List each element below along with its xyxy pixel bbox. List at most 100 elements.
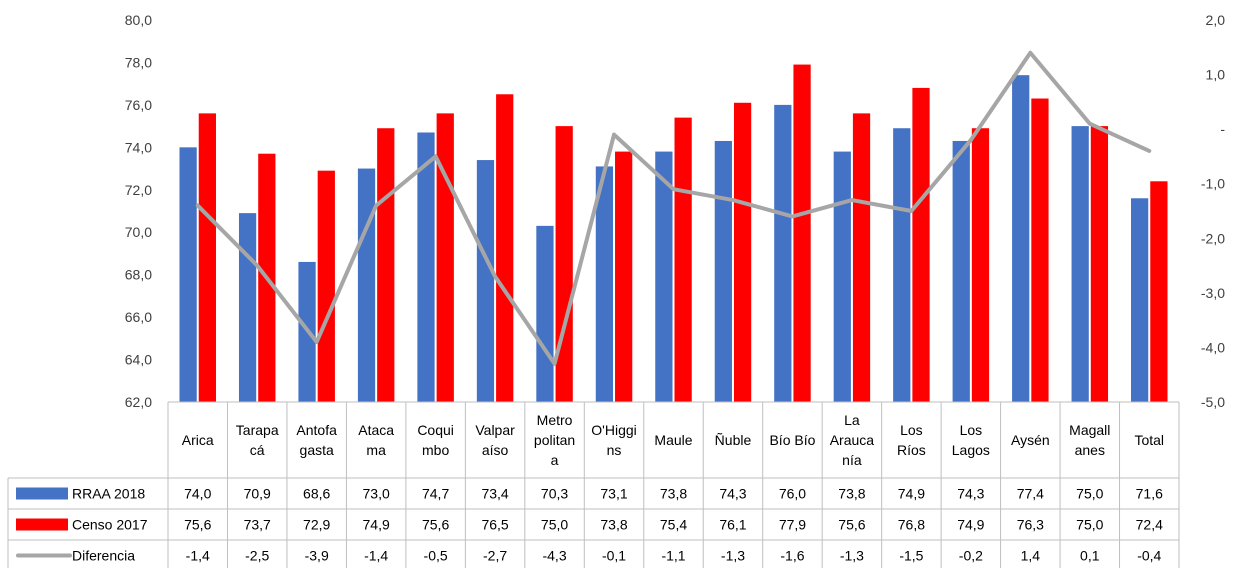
table-cell-value: -1,3 [721,548,745,564]
table-cell-value: -0,5 [424,548,448,564]
bar-censo-2017 [1150,181,1168,402]
bar-rraa-2018 [238,213,257,402]
bar-censo-2017 [555,126,573,402]
table-cell-value: 74,9 [957,517,984,533]
table-cell-value: 72,4 [1136,517,1163,533]
table-cell-value: 75,6 [838,517,865,533]
table-cell-value: 76,0 [779,486,806,502]
table-cell-value: -2,7 [483,548,507,564]
table-cell-value: -0,1 [602,548,626,564]
bar-rraa-2018 [1071,126,1089,402]
table-cell-value: 76,3 [1017,517,1044,533]
left-tick-label: 76,0 [125,97,152,113]
table-cell-value: 76,1 [719,517,746,533]
category-label: Ñuble [715,432,752,448]
bar-censo-2017 [1090,126,1109,402]
table-cell-value: 73,7 [244,517,271,533]
left-tick-label: 72,0 [125,182,152,198]
category-label: Coqui [417,422,454,438]
category-label: Los [900,422,923,438]
bar-censo-2017 [674,117,692,402]
bar-rraa-2018 [595,166,614,402]
table-cell-value: 75,6 [184,517,211,533]
bar-censo-2017 [496,94,514,403]
table-cell-value: 75,0 [1076,517,1103,533]
right-tick-label: 1,0 [1206,67,1226,83]
difference-line [195,50,1152,366]
table-cell-value: -1,5 [899,548,923,564]
table-cell-value: 73,8 [600,517,627,533]
category-label: Metro [537,412,573,428]
table-cell-value: 71,6 [1136,486,1163,502]
category-label: ns [607,442,622,458]
table-cell-value: 77,9 [779,517,806,533]
table-cell-value: -1,1 [661,548,685,564]
difference-series-line [195,50,1152,366]
bar-rraa-2018 [476,160,495,402]
category-label: aíso [482,442,509,458]
bar-rraa-2018 [774,104,792,402]
table-cell-value: 73,8 [838,486,865,502]
category-label: politan [534,432,575,448]
bar-censo-2017 [615,151,633,402]
bar-censo-2017 [971,128,990,402]
bar-rraa-2018 [357,168,376,402]
table-cell-value: -1,3 [840,548,864,564]
bar-censo-2017 [912,87,930,403]
left-tick-label: 70,0 [125,224,152,240]
right-tick-label: -2,0 [1201,230,1225,246]
category-label: Valpar [475,422,515,438]
table-cell-value: 70,3 [541,486,568,502]
category-label: gasta [300,442,334,458]
category-label: Arauca [830,432,875,448]
table-cell-value: -4,3 [542,548,566,564]
table-cell-value: 72,9 [303,517,330,533]
category-label: Aysén [1011,432,1050,448]
bar-rraa-2018 [536,225,554,402]
table-cell-value: 74,0 [184,486,211,502]
table-cell-value: 75,4 [660,517,687,533]
bar-rraa-2018 [1012,75,1030,402]
category-label: Los [960,422,983,438]
table-cell-value: 75,0 [1076,486,1103,502]
legend-label: Diferencia [72,548,135,564]
bar-rraa-2018 [893,128,911,402]
bar-rraa-2018 [952,140,970,402]
table-cell-value: -1,6 [780,548,804,564]
table-cell-value: 73,0 [363,486,390,502]
category-label: mbo [422,442,449,458]
bar-censo-2017 [198,113,216,402]
table-cell-value: -1,4 [186,548,210,564]
table-cell-value: 76,8 [898,517,925,533]
right-tick-label: 2,0 [1206,12,1226,28]
left-tick-label: 66,0 [125,309,152,325]
table-cell-value: 74,3 [957,486,984,502]
table-cell-value: 73,4 [481,486,508,502]
table-cell-value: 73,1 [600,486,627,502]
left-tick-label: 64,0 [125,352,152,368]
data-table: Arica Tarapa cá Antofa gasta Ataca ma Coqui mbo V… [7,401,1180,568]
left-axis-ticks: 80,0 78,0 76,0 74,0 72,0 70,0 68,0 66,0 64,0 62,0 [125,12,152,410]
bar-rraa-2018 [714,140,732,402]
bar-censo-2017 [377,128,395,402]
category-label: Ríos [897,442,926,458]
bars [179,64,1168,403]
bar-censo-2017 [1031,98,1049,403]
table-cell-value: 75,6 [422,517,449,533]
legend-label: RRAA 2018 [72,486,145,502]
table-cell-value: 76,5 [481,517,508,533]
table-cell-value: 1,4 [1021,548,1041,564]
bar-censo-2017 [852,113,871,402]
category-label: Lagos [952,442,990,458]
table-cell-value: 74,9 [363,517,390,533]
left-tick-label: 68,0 [125,267,152,283]
category-label: ma [366,442,386,458]
legend-key-censo-2017 [16,518,68,531]
table-cell-value: 70,9 [244,486,271,502]
legend-label: Censo 2017 [72,517,148,533]
table-cell-value: 74,3 [719,486,746,502]
bar-censo-2017 [733,102,752,403]
category-label: Antofa [296,422,337,438]
left-tick-label: 80,0 [125,12,152,28]
bar-rraa-2018 [1131,198,1149,402]
